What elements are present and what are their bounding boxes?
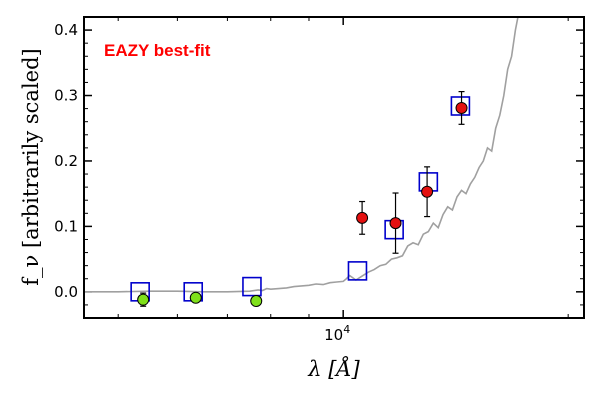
annotation: EAZY best-fit bbox=[104, 41, 211, 60]
data-point bbox=[189, 291, 202, 304]
model-point bbox=[242, 276, 262, 297]
x-tick-label: 104 bbox=[324, 323, 350, 344]
data-point bbox=[356, 211, 369, 224]
data-point bbox=[455, 101, 468, 114]
sed-line bbox=[84, 17, 519, 293]
axis-ticks: 0.0 0.1 0.2 0.3 0.4 104 bbox=[54, 17, 584, 344]
y-tick-label: 0.1 bbox=[54, 217, 78, 235]
y-tick-label: 0.0 bbox=[54, 283, 78, 301]
data-point bbox=[250, 294, 263, 307]
model-point bbox=[450, 96, 471, 116]
y-tick-label: 0.4 bbox=[54, 21, 78, 39]
data-point bbox=[421, 185, 434, 198]
y-tick-label: 0.2 bbox=[54, 152, 78, 170]
plot-frame bbox=[83, 16, 585, 319]
x-axis-label-group: λ [Å] bbox=[307, 356, 360, 381]
plot-data bbox=[84, 17, 519, 307]
x-tick-label-exponent: 4 bbox=[343, 323, 350, 336]
y-axis-label-group: f_ν [arbitrarily scaled] bbox=[19, 48, 43, 285]
data-point bbox=[137, 293, 150, 306]
model-point bbox=[347, 261, 368, 281]
y-tick-label: 0.3 bbox=[54, 87, 78, 105]
data-point bbox=[389, 217, 402, 230]
x-axis-label: λ [Å] bbox=[307, 356, 360, 381]
y-axis-label: f_ν [arbitrarily scaled] bbox=[19, 48, 43, 285]
